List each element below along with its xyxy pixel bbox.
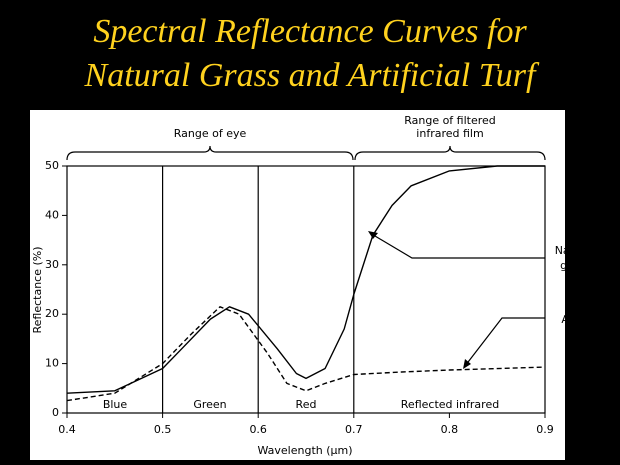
range-label: infrared film bbox=[416, 127, 483, 140]
annotation-arrow bbox=[464, 317, 545, 367]
arrow-head bbox=[463, 359, 471, 369]
range-label: Range of eye bbox=[174, 127, 247, 140]
title-line: Spectral Reflectance Curves for bbox=[93, 13, 527, 50]
plot-frame bbox=[66, 165, 546, 414]
y-tick-label: 10 bbox=[45, 357, 59, 370]
y-axis-label: Reflectance (%) bbox=[31, 246, 44, 333]
y-tick-label: 40 bbox=[45, 208, 59, 221]
region-label: Red bbox=[296, 398, 317, 411]
series-line bbox=[66, 165, 545, 394]
y-tick-label: 20 bbox=[45, 307, 59, 320]
y-tick-label: 50 bbox=[45, 159, 59, 172]
y-tick-label: 0 bbox=[52, 406, 59, 419]
region-label: Green bbox=[193, 398, 226, 411]
x-tick-label: 0.4 bbox=[58, 423, 76, 436]
y-tick-label: 30 bbox=[45, 258, 59, 271]
x-tick-label: 0.7 bbox=[345, 423, 363, 436]
series-label: turf bbox=[574, 328, 595, 341]
x-tick-label: 0.8 bbox=[441, 423, 459, 436]
title-line: Natural Grass and Artificial Turf bbox=[84, 57, 540, 94]
series-label: Artificial bbox=[561, 313, 606, 326]
region-label: Reflected infrared bbox=[401, 398, 499, 411]
series-line bbox=[66, 306, 546, 402]
annotation-arrow bbox=[369, 232, 545, 259]
series-label: Natural bbox=[555, 244, 596, 257]
series-label: grass bbox=[560, 259, 590, 272]
range-brace bbox=[354, 145, 546, 161]
x-tick-label: 0.5 bbox=[154, 423, 172, 436]
x-tick-label: 0.6 bbox=[249, 423, 267, 436]
region-label: Blue bbox=[103, 398, 128, 411]
x-tick-label: 0.9 bbox=[536, 423, 554, 436]
x-axis-label: Wavelength (μm) bbox=[257, 444, 352, 457]
range-brace bbox=[66, 145, 354, 161]
range-label: Range of filtered bbox=[404, 114, 496, 127]
